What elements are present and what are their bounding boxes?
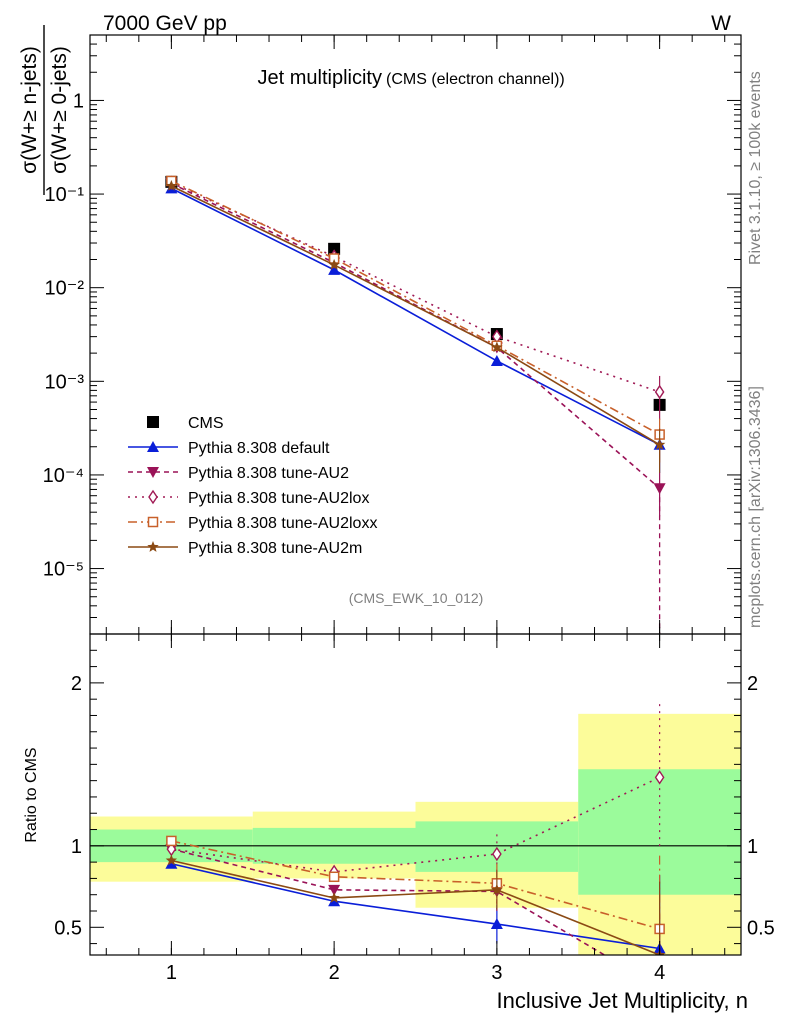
- ratio-line: [171, 776, 660, 873]
- series-line: [171, 185, 661, 446]
- legend-marker: [148, 489, 158, 505]
- main-plot-panel: 1 10⁻¹ 10⁻² 10⁻³ 10⁻⁴ 10⁻⁵: [43, 34, 742, 635]
- series-pythia-8-308-tune-au2lox: [166, 175, 665, 420]
- x-axis-title: Inclusive Jet Multiplicity, n: [497, 988, 748, 1013]
- ratio-y-axis-title: Ratio to CMS: [23, 747, 40, 842]
- plot-title: Jet multiplicity: [258, 67, 382, 89]
- ratio-point: [328, 884, 341, 896]
- data-point: [491, 341, 503, 353]
- header-energy-label: 7000 GeV pp: [103, 12, 227, 35]
- data-point: [328, 263, 341, 275]
- ratio-line: [171, 862, 660, 950]
- ratio-point: [166, 835, 177, 847]
- series-line: [171, 187, 660, 446]
- data-point: [653, 438, 666, 450]
- x-tick-label: 4: [654, 962, 665, 984]
- ratio-point: [490, 918, 503, 930]
- ratio-point: [165, 854, 178, 866]
- y-axis-denominator: σ(W+≥ 0-jets): [48, 46, 71, 174]
- mcplots-label: mcplots.cern.ch [arXiv:1306.3436]: [747, 386, 764, 628]
- legend-label: Pythia 8.308 default: [188, 440, 330, 457]
- header-process-label: W: [711, 12, 731, 35]
- y-axis-numerator: σ(W+≥ n-jets): [18, 46, 41, 174]
- legend-label: CMS: [188, 415, 224, 432]
- series-cms: [165, 175, 666, 411]
- series-line: [171, 182, 660, 393]
- ratio-y-tick-label-right: 2: [747, 673, 758, 695]
- ratio-point: [165, 857, 178, 869]
- data-point: [328, 258, 340, 270]
- rivet-version-label: Rivet 3.1.10, ≥ 100k events: [747, 71, 764, 265]
- y-tick-label: 10⁻²: [45, 278, 85, 300]
- ratio-point: [328, 892, 340, 903]
- ratio-point: [328, 895, 341, 907]
- series-pythia-8-308-tune-au2m: [165, 180, 666, 473]
- plot-subtitle: (CMS (electron channel)): [386, 71, 565, 88]
- data-point: [165, 180, 178, 191]
- data-point: [654, 384, 665, 400]
- ratio-point: [654, 770, 665, 785]
- legend-marker: [147, 516, 159, 528]
- legend-entry: Pythia 8.308 tune-AU2m: [128, 540, 362, 557]
- ratio-point: [491, 883, 503, 895]
- ratio-line: [171, 859, 660, 955]
- legend-entry: Pythia 8.308 tune-AU2lox: [128, 489, 369, 507]
- y-tick-label: 1: [73, 90, 84, 112]
- y-tick-label: 10⁻⁵: [43, 559, 84, 581]
- legend-marker: [147, 541, 159, 552]
- legend-label: Pythia 8.308 tune-AU2: [188, 465, 349, 482]
- ratio-y-tick-label-left: 0.5: [54, 917, 82, 939]
- data-point: [490, 354, 503, 366]
- legend-marker: [147, 416, 159, 428]
- x-tick-label: 3: [491, 962, 502, 984]
- main-y-axis-title: σ(W+≥ n-jets) σ(W+≥ 0-jets): [18, 25, 71, 195]
- ratio-plot-frame: [89, 633, 742, 956]
- ratio-y-tick-label-right: 1: [747, 836, 758, 858]
- analysis-id-watermark: (CMS_EWK_10_012): [349, 590, 484, 606]
- legend-label: Pythia 8.308 tune-AU2lox: [188, 490, 369, 507]
- legend-entry: Pythia 8.308 default: [128, 440, 330, 457]
- y-tick-label: 10⁻¹: [45, 184, 85, 206]
- series-line: [171, 182, 661, 489]
- legend-label: Pythia 8.308 tune-AU2loxx: [188, 515, 377, 532]
- legend-entry: CMS: [147, 415, 224, 432]
- x-tick-label: 1: [166, 962, 177, 984]
- ratio-y-tick-label-left: 2: [71, 673, 82, 695]
- legend-marker: [147, 467, 159, 478]
- ratio-plot-panel: 0.5 0.5 1 1 2 2 1 2 3 4: [54, 633, 775, 984]
- x-tick-label: 2: [329, 962, 340, 984]
- y-tick-label: 10⁻³: [45, 371, 85, 393]
- legend: CMS Pythia 8.308 default Pythia 8.308 tune…: [128, 415, 377, 557]
- legend-entry: Pythia 8.308 tune-AU2loxx: [128, 515, 377, 532]
- ratio-y-tick-label-left: 1: [71, 836, 82, 858]
- series-line: [171, 180, 661, 436]
- y-tick-label: 10⁻⁴: [43, 465, 84, 487]
- ratio-y-tick-label-right: 0.5: [747, 917, 775, 939]
- legend-entry: Pythia 8.308 tune-AU2: [128, 465, 349, 482]
- ratio-point: [492, 846, 502, 862]
- legend-label: Pythia 8.308 tune-AU2m: [188, 540, 362, 557]
- ratio-point: [328, 871, 340, 883]
- data-point: [328, 242, 341, 255]
- ratio-line: [171, 848, 607, 955]
- ratio-line: [171, 840, 660, 930]
- legend-marker: [147, 441, 159, 452]
